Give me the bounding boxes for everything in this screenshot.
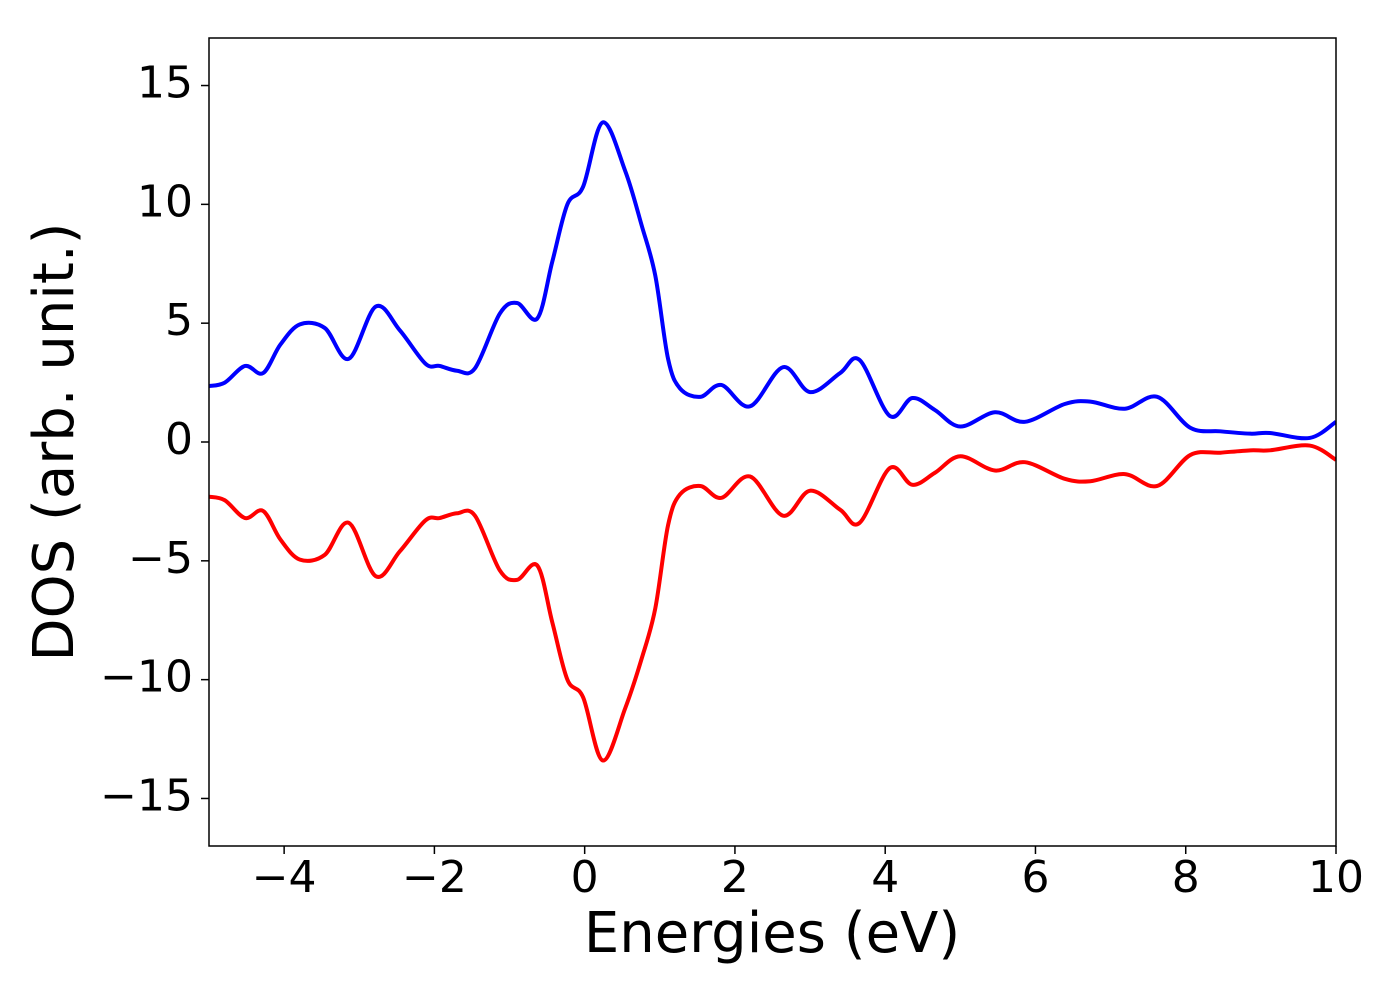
y-tick-label: −15 xyxy=(100,770,193,821)
y-axis-label: DOS (arb. unit.) xyxy=(22,222,87,661)
x-tick-label: −2 xyxy=(402,852,467,903)
y-tick-label: 10 xyxy=(137,176,193,227)
x-tick-label: 4 xyxy=(871,852,899,903)
x-tick-label: 6 xyxy=(1021,852,1049,903)
y-tick-label: −10 xyxy=(100,652,193,703)
y-tick-label: −5 xyxy=(128,533,193,584)
y-tick-label: 0 xyxy=(165,414,193,465)
x-tick-label: −4 xyxy=(252,852,317,903)
line-series xyxy=(209,120,1336,441)
x-tick-label: 2 xyxy=(721,852,749,903)
plot-frame xyxy=(208,37,1337,847)
x-tick-label: 8 xyxy=(1172,852,1200,903)
y-tick-label: 5 xyxy=(165,295,193,346)
x-tick-label: 0 xyxy=(571,852,599,903)
line-series xyxy=(209,443,1336,763)
x-axis-label: Energies (eV) xyxy=(584,901,960,966)
x-tick-label: 10 xyxy=(1308,852,1364,903)
y-tick-label: 15 xyxy=(137,58,193,109)
